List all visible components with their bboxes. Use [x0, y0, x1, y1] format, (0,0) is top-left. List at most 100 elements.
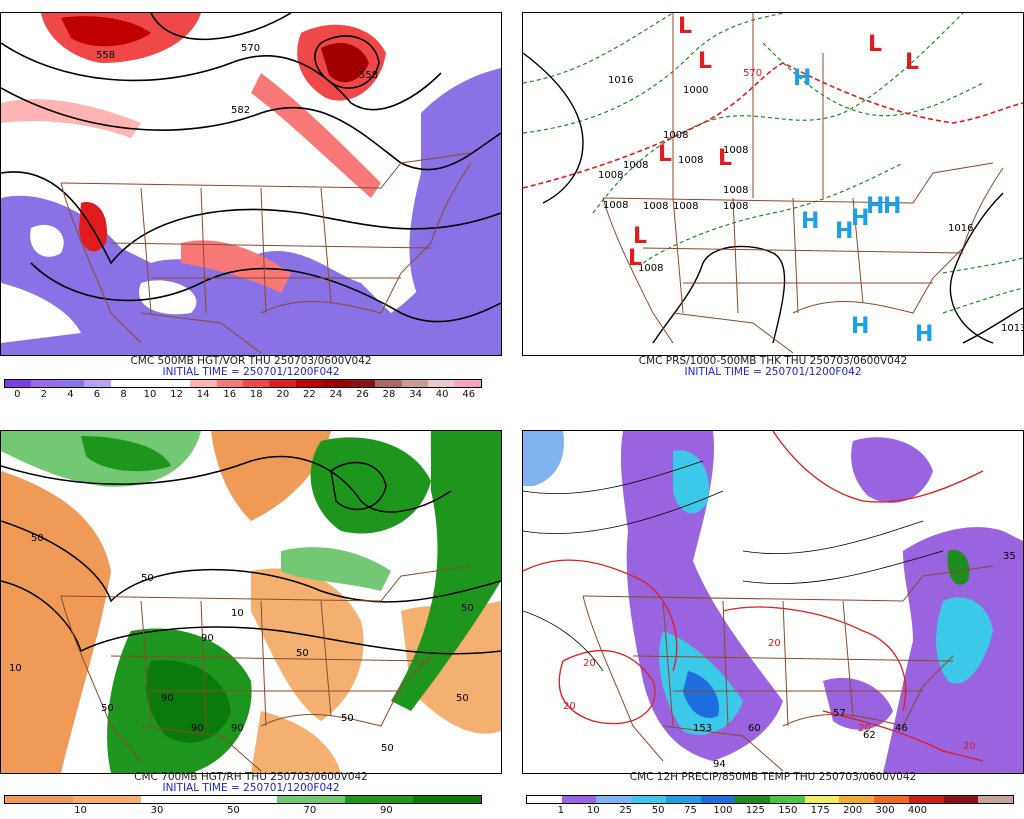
colorbar-swatch: [31, 380, 58, 387]
colorbar-tick-label: 34: [409, 389, 422, 400]
thickness-contour-3: [592, 13, 964, 214]
precip-heavy-core-east: [947, 550, 970, 585]
colorbar-tick-label: 150: [778, 805, 798, 816]
precip-heavy-core: [683, 671, 719, 719]
height-contour-700-3: [1, 580, 501, 655]
map-mslp-thickness: 1016 1000 1008 1008 1008 1008 1008 1008 …: [522, 12, 1024, 356]
rh-label: 50: [456, 693, 469, 704]
colorbar-swatch: [874, 796, 909, 803]
high-pressure-h: H: [851, 314, 869, 339]
colorbar-tick-label: 40: [435, 389, 449, 400]
high-pressure-h: H: [801, 209, 819, 234]
colorbar-swatch: [242, 380, 270, 387]
colorbar-swatch: [345, 796, 413, 803]
colorbar-swatch: [978, 796, 1014, 803]
colorbar-tick-label: 46: [462, 389, 476, 400]
thickness-570-contour: [523, 62, 1023, 189]
vorticity-max-low-core: [321, 43, 369, 83]
isobar-label-1008: 1008: [663, 130, 688, 141]
height-contour-588: [30, 262, 501, 323]
height-contour-ridge: [150, 13, 292, 41]
vorticity-south: [181, 240, 291, 293]
rh-colorbar: [4, 795, 482, 804]
colorbar-swatch: [804, 796, 840, 803]
contour-label-558-west: 558: [96, 50, 115, 61]
low-pressure-l: L: [628, 246, 642, 271]
colorbar-swatch: [110, 380, 138, 387]
isobar-1013-se: [962, 307, 1023, 344]
height-contour-700-2: [1, 520, 501, 603]
colorbar-swatch: [428, 380, 455, 387]
high-pressure-h: H: [866, 194, 884, 219]
temp-label-20: 20: [583, 658, 596, 669]
isobar-label-1008-sw: 1008: [638, 263, 663, 274]
temp-contour-north: [772, 431, 984, 503]
low-pressure-l: L: [658, 142, 672, 167]
colorbar-tick-label: 400: [907, 805, 927, 816]
rh-moist-southwest-core: [146, 660, 231, 743]
vorticity-white-pocket-3: [1, 283, 81, 343]
colorbar-swatch: [839, 796, 875, 803]
colorbar-tick-label: 2: [40, 389, 48, 400]
colorbar-swatch: [141, 796, 209, 803]
colorbar-swatch: [190, 380, 217, 387]
isobar-label-1008: 1008: [603, 200, 628, 211]
height-contour-closed-low: [314, 35, 380, 89]
colorbar-swatch: [375, 380, 402, 387]
colorbar-tick-label: 125: [745, 805, 765, 816]
colorbar-swatch: [700, 796, 736, 803]
panel-title: CMC PRS/1000-500MB THK THU 250703/0600V0…: [638, 355, 908, 367]
isobar-label-1008: 1008: [678, 155, 703, 166]
precip-se-plains: [823, 677, 893, 730]
contour-label-558-east: 558: [359, 70, 378, 81]
colorbar-swatch: [84, 380, 111, 387]
isobar-label-1008: 1008: [643, 201, 668, 212]
precip-heavy-east: [936, 597, 993, 684]
rh-label: 50: [296, 648, 309, 659]
rh-dry-north: [211, 431, 331, 521]
colorbar-swatch: [269, 380, 296, 387]
colorbar-tick-label: 20: [276, 389, 290, 400]
colorbar-tick-label: 25: [619, 805, 633, 816]
rh-label: 50: [341, 713, 354, 724]
low-pressure-l: L: [698, 49, 712, 74]
thickness-label-570: 570: [743, 68, 762, 79]
precip-colorbar-ticks: 1 10 25 50 75 100 125 150 175 200 300 400: [526, 805, 1014, 817]
temp-contour-20-central: [558, 649, 656, 725]
high-pressure-h: H: [835, 219, 853, 244]
rh-dry-south: [251, 711, 341, 773]
temp-contour-20-west: [523, 559, 678, 672]
colorbar-swatch: [735, 796, 771, 803]
low-pressure-l: L: [633, 224, 647, 249]
panel-initial-time: INITIAL TIME = 250701/1200F042: [684, 366, 862, 378]
isobar-label-1008: 1008: [598, 170, 623, 181]
colorbar-tick-label: 26: [356, 389, 369, 400]
rh-moist-mid: [281, 547, 391, 591]
colorbar-tick-label: 10: [74, 805, 87, 816]
temp-label-20: 20: [963, 741, 976, 752]
precip-northeast: [851, 437, 933, 503]
height-contour-700-low: [330, 461, 387, 511]
colorbar-tick-label: 22: [303, 389, 316, 400]
vorticity-neg-east: [409, 68, 501, 343]
colorbar-tick-label: 90: [380, 805, 393, 816]
border-interior-2: [200, 187, 207, 314]
colorbar-tick-label: 200: [843, 805, 863, 816]
colorbar-swatch: [5, 380, 32, 387]
colorbar-swatch: [137, 380, 164, 387]
isobar-1016-central: [652, 245, 786, 344]
panel-500mb-hgt-vor: 558 570 582 558 CMC 500MB HGT/VOR THU 25…: [0, 12, 502, 400]
colorbar-swatch: [527, 796, 562, 803]
rh-label: 90: [231, 723, 244, 734]
colorbar-swatch: [295, 380, 323, 387]
colorbar-tick-label: 0: [14, 389, 21, 400]
colorbar-swatch: [943, 796, 979, 803]
high-pressure-h: H: [851, 206, 869, 231]
colorbar-swatch: [665, 796, 701, 803]
rh-label: 90: [191, 723, 204, 734]
colorbar-swatch: [770, 796, 805, 803]
precip-label: 57: [833, 708, 846, 719]
isobar-label-1016-east: 1016: [948, 223, 973, 234]
rh-label: 50: [461, 603, 474, 614]
thickness-contour-5: [942, 257, 1023, 274]
